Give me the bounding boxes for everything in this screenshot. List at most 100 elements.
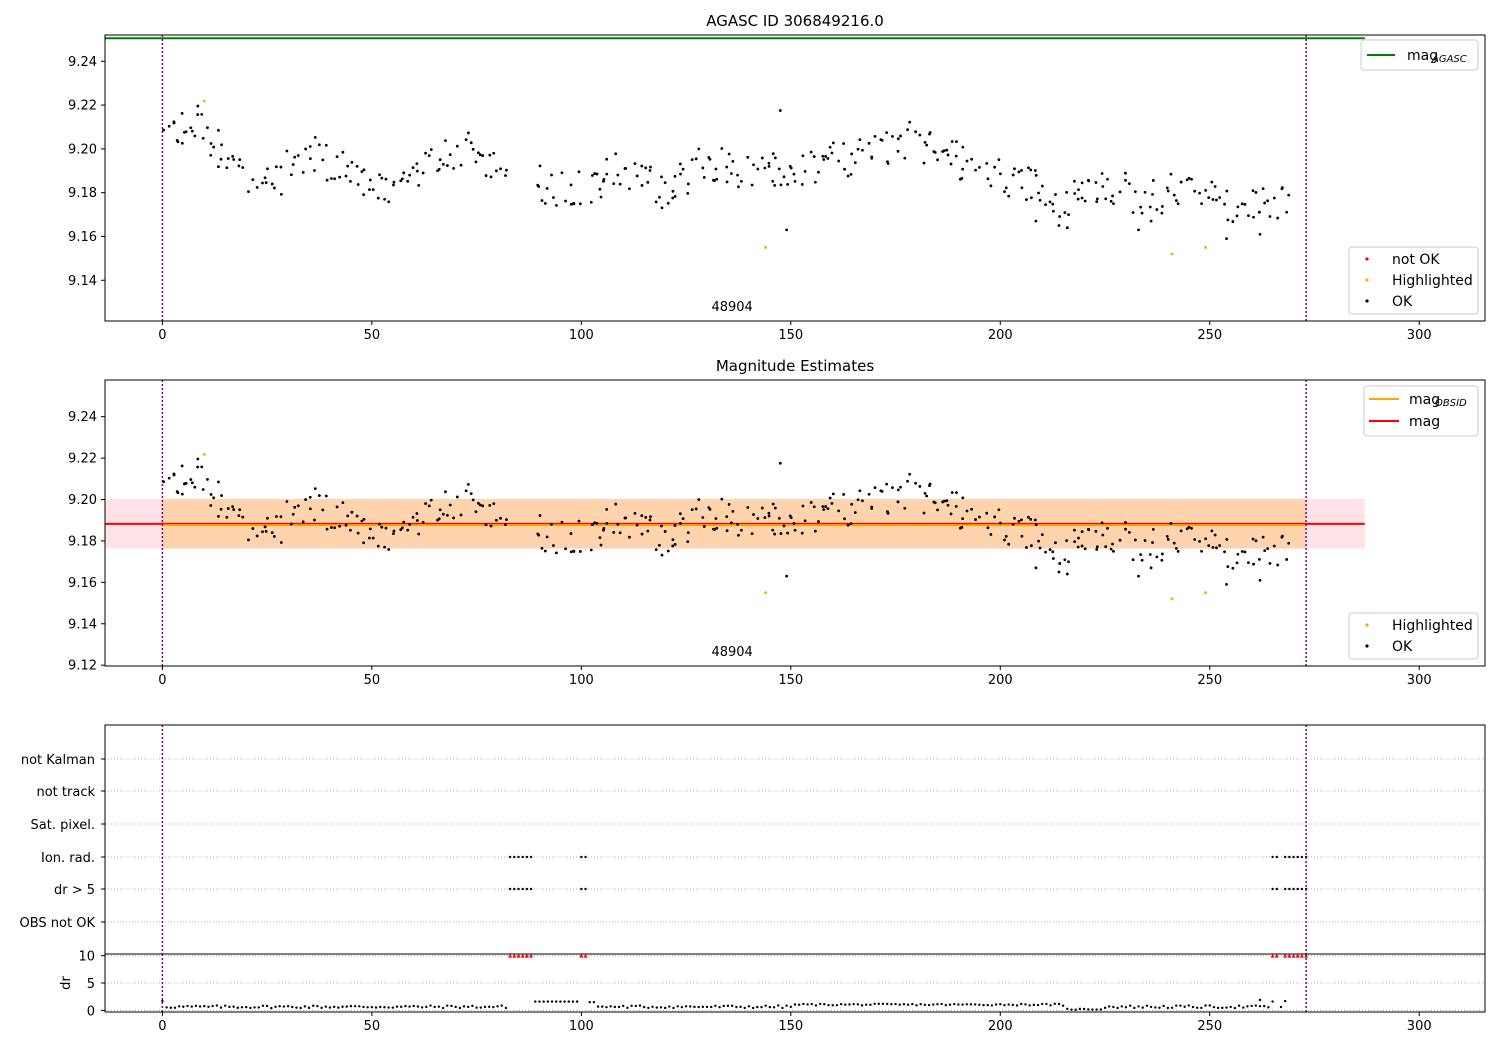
dr-point: [299, 1006, 302, 1010]
ok-point: [961, 145, 965, 149]
ok-point: [335, 155, 339, 159]
ok-point: [1200, 549, 1203, 553]
ok-point: [543, 549, 547, 553]
ok-point: [842, 493, 846, 496]
ok-point: [241, 166, 245, 169]
dr-point: [257, 1006, 260, 1009]
ok-point: [666, 201, 670, 205]
ok-point: [291, 512, 295, 516]
ok-point: [330, 526, 333, 529]
flag-point: [1283, 855, 1287, 859]
dr-point: [894, 1002, 897, 1006]
ok-point: [1040, 184, 1044, 188]
ok-point: [1095, 545, 1099, 549]
ok-point: [313, 518, 316, 522]
dr-point: [224, 1004, 227, 1007]
ok-point: [945, 499, 949, 503]
ok-point: [1017, 170, 1021, 174]
ok-point: [564, 547, 567, 551]
dr-point: [203, 1004, 206, 1008]
dr-point: [831, 1004, 834, 1007]
ok-point: [356, 183, 360, 186]
dr-point: [668, 1005, 671, 1008]
ok-point: [801, 154, 805, 158]
ok-point: [646, 529, 650, 533]
ok-point: [212, 145, 216, 149]
ok-point: [1276, 563, 1280, 567]
ok-point: [1034, 523, 1038, 526]
ok-point: [1236, 205, 1240, 209]
ok-point: [986, 177, 990, 181]
ok-point: [946, 503, 950, 507]
ok-point: [773, 532, 777, 536]
mid-ytick-label: 9.18: [68, 534, 97, 549]
ok-point: [1200, 202, 1203, 205]
flag-point: [584, 855, 587, 859]
ok-point: [308, 145, 312, 148]
dr-point: [797, 1003, 801, 1006]
ok-point: [899, 134, 902, 138]
ok-point: [1109, 199, 1113, 203]
ok-point: [488, 504, 492, 507]
dr-point: [1011, 1003, 1015, 1007]
ok-point: [1025, 198, 1028, 202]
ok-point: [908, 472, 912, 476]
ok-point: [1198, 191, 1201, 195]
ok-point: [190, 129, 194, 133]
ok-point: [635, 174, 639, 178]
ok-point: [384, 177, 388, 181]
dr-point: [915, 1004, 918, 1007]
ok-point: [392, 532, 395, 536]
ok-point: [1013, 516, 1016, 520]
dr-point: [823, 1002, 826, 1006]
ok-point: [376, 196, 380, 200]
ok-point: [196, 113, 200, 116]
dr-point: [1095, 1008, 1098, 1011]
ok-point: [231, 505, 235, 508]
dr-point: [429, 1004, 432, 1007]
ok-point: [1083, 547, 1087, 551]
dr-point: [253, 1006, 256, 1009]
ok-point: [644, 516, 648, 519]
ok-point: [999, 521, 1002, 525]
dr-point: [571, 1000, 575, 1003]
dr-point: [1225, 1006, 1228, 1009]
ok-point: [279, 165, 283, 169]
ok-point: [623, 167, 627, 170]
ok-point: [993, 515, 997, 519]
dr-point: [244, 1005, 248, 1009]
top-legend-status: [1348, 246, 1479, 315]
mid-xtick-label: 50: [364, 673, 381, 688]
ok-point: [175, 490, 179, 493]
ok-point: [1215, 546, 1218, 550]
ok-point: [266, 167, 269, 171]
dr-point: [693, 1005, 696, 1009]
dr-point: [818, 1002, 822, 1006]
ok-point: [849, 522, 853, 526]
ok-point: [954, 154, 958, 158]
dr-point: [1024, 1003, 1027, 1006]
mid-ytick-label: 9.14: [68, 617, 97, 632]
ok-point: [778, 461, 782, 465]
dr-xtick-label: 200: [988, 1019, 1013, 1034]
ok-point: [1101, 533, 1105, 537]
ok-point: [714, 167, 718, 171]
flag-point: [1288, 855, 1291, 859]
ok-point: [400, 177, 404, 181]
ok-point: [635, 523, 639, 527]
dr-point: [182, 1005, 185, 1008]
ok-point: [1048, 200, 1052, 204]
ok-point: [1100, 521, 1104, 525]
dr-point: [366, 1006, 369, 1009]
ok-point: [1207, 196, 1211, 200]
dr-point: [446, 1004, 449, 1007]
ok-point: [763, 516, 767, 520]
ok-point: [1211, 198, 1215, 201]
ok-point: [750, 532, 754, 536]
ok-point: [870, 505, 874, 509]
ok-point: [824, 154, 828, 158]
ok-point: [1133, 538, 1137, 542]
ok-point: [338, 524, 342, 528]
ok-point: [640, 164, 644, 168]
ok-point: [767, 164, 771, 168]
